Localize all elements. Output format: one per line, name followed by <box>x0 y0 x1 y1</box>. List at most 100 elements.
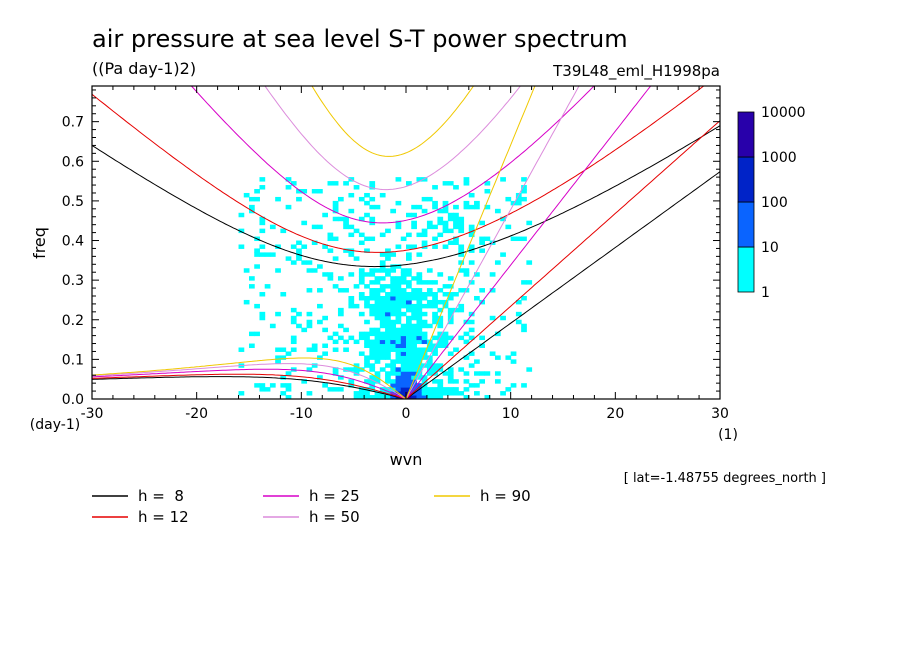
heatmap-cell <box>332 387 339 392</box>
heatmap-cell <box>426 268 433 273</box>
heatmap-cell <box>275 355 281 360</box>
chart-units: ((Pa day-1)2) <box>92 59 196 78</box>
heatmap-cell <box>447 212 454 218</box>
heatmap-cell <box>238 347 245 352</box>
heatmap-cell <box>348 272 355 277</box>
heatmap-cell <box>395 299 402 305</box>
heatmap-cell <box>406 347 412 352</box>
heatmap-cell <box>364 339 370 345</box>
heatmap-cell <box>463 379 470 384</box>
heatmap-cell <box>337 375 344 380</box>
heatmap-cell <box>343 181 349 186</box>
heatmap-cell <box>322 383 328 388</box>
heatmap-cell <box>447 391 454 396</box>
heatmap-cell <box>390 280 397 285</box>
heatmap-cell <box>421 208 428 214</box>
dispersion-curves <box>92 86 720 399</box>
heatmap-cell <box>421 303 428 309</box>
colorbar-label: 1 <box>761 285 770 301</box>
heatmap-cell <box>521 295 527 301</box>
colorbar-label: 100 <box>761 195 788 211</box>
heatmap-cell <box>432 367 438 372</box>
heatmap-cell <box>437 367 444 372</box>
heatmap-cell <box>379 284 386 289</box>
heatmap-cell <box>426 387 433 392</box>
heatmap-cell <box>474 272 480 277</box>
heatmap-cell <box>385 387 391 392</box>
heatmap-cell <box>374 276 381 281</box>
heatmap-cell <box>406 371 412 376</box>
heatmap-cell <box>489 315 496 321</box>
heatmap-cell <box>400 343 407 348</box>
heatmap-cell <box>285 351 292 356</box>
heatmap-cell <box>306 347 313 352</box>
heatmap-cell <box>269 224 276 230</box>
heatmap-cell <box>484 204 491 210</box>
heatmap-cell <box>453 387 459 392</box>
heatmap-cell <box>468 204 475 210</box>
heatmap-cell <box>406 359 412 364</box>
heatmap-cell <box>358 391 365 396</box>
heatmap-cell <box>290 315 297 321</box>
heatmap-cell <box>332 331 339 337</box>
heatmap-cell <box>385 371 391 376</box>
heatmap-cell <box>395 276 402 281</box>
heatmap-cell <box>374 204 381 210</box>
heatmap-cell <box>369 351 376 356</box>
heatmap-cell <box>369 216 376 222</box>
heatmap-cell <box>484 189 491 194</box>
heatmap-cell <box>306 311 313 317</box>
heatmap-cell <box>395 375 402 380</box>
heatmap-cell <box>421 311 428 317</box>
heatmap-cell <box>500 315 506 321</box>
heatmap-cell <box>379 192 386 198</box>
heatmap-cell <box>416 288 423 293</box>
heatmap-cell <box>426 299 433 305</box>
heatmap-cell <box>463 355 470 360</box>
heatmap-cell <box>390 252 397 257</box>
heatmap-cell <box>364 319 370 325</box>
heatmap-cell <box>458 268 465 273</box>
heatmap-cell <box>358 331 365 337</box>
heatmap-cell <box>395 335 402 341</box>
heatmap-cell <box>385 248 391 253</box>
heatmap-cell <box>411 204 417 210</box>
x-axis-unit: (1) <box>718 427 738 443</box>
heatmap-cell <box>421 319 428 325</box>
heatmap-cell <box>437 331 444 337</box>
heatmap-cell <box>463 395 470 399</box>
heatmap-cell <box>343 367 349 372</box>
heatmap-cell <box>406 331 412 337</box>
heatmap-cell <box>353 395 360 399</box>
heatmap-cell <box>400 299 407 305</box>
heatmap-cell <box>379 276 386 281</box>
heatmap-cell <box>400 355 407 360</box>
heatmap-cell <box>385 256 391 261</box>
heatmap-cell <box>442 391 449 396</box>
heatmap-cell <box>400 288 407 293</box>
heatmap-cell <box>395 359 402 364</box>
heatmap-cell <box>416 303 423 309</box>
heatmap-cell <box>385 228 391 234</box>
heatmap-cell <box>468 319 475 325</box>
heatmap-cell <box>317 224 323 230</box>
heatmap-cell <box>379 347 386 352</box>
heatmap-cell <box>437 272 444 277</box>
heatmap-cell <box>521 323 527 329</box>
heatmap-cell <box>437 319 444 325</box>
heatmap-cell <box>458 288 465 293</box>
heatmap-cell <box>406 323 412 329</box>
heatmap-cell <box>406 284 412 289</box>
heatmap-cell <box>395 307 402 313</box>
heatmap-cell <box>296 323 302 329</box>
heatmap-cell <box>447 379 454 384</box>
heatmap-cell <box>311 268 318 273</box>
heatmap-cell <box>395 347 402 352</box>
heatmap-cell <box>437 387 444 392</box>
heatmap-cell <box>332 208 339 214</box>
heatmap-cell <box>416 232 423 238</box>
heatmap-cell <box>390 327 397 333</box>
heatmap-cell <box>468 260 475 265</box>
heatmap-cell <box>432 315 438 321</box>
colorbar-segment <box>737 246 755 293</box>
